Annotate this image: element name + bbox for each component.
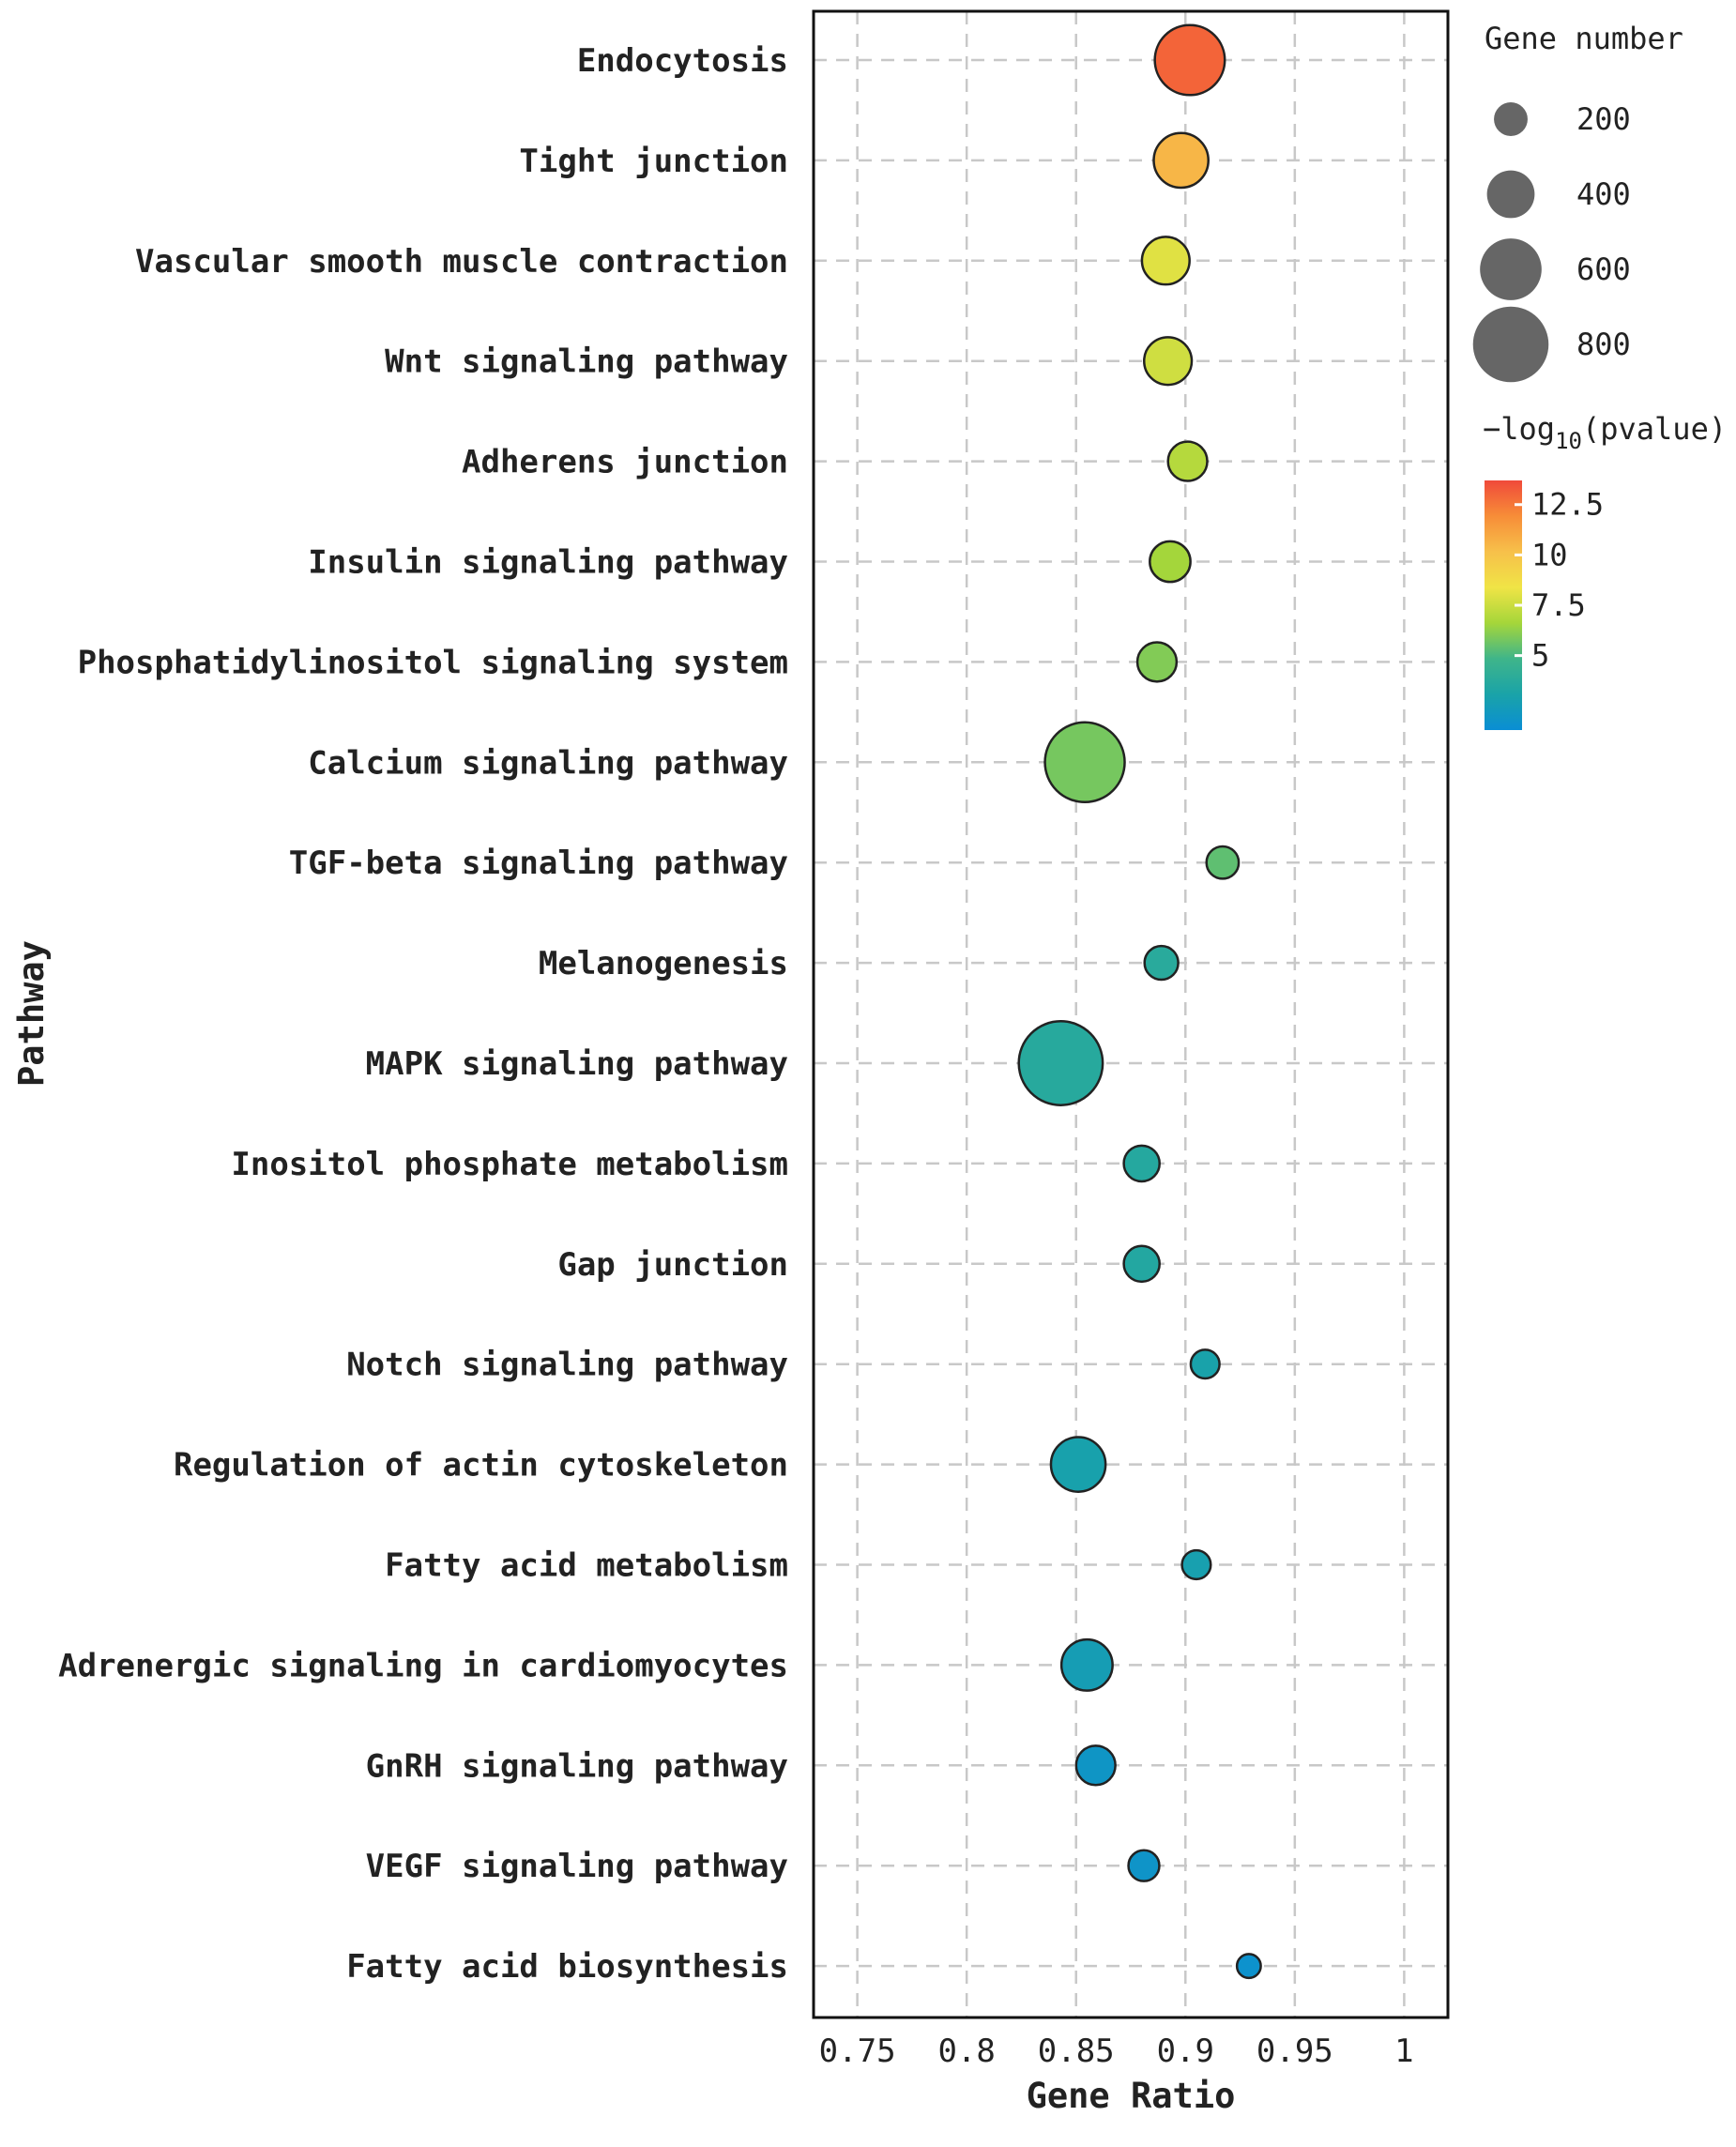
colorbar-tick-label: 5	[1531, 638, 1549, 674]
category-label: VEGF signaling pathway	[366, 1848, 788, 1885]
x-axis-title: Gene Ratio	[1027, 2076, 1236, 2116]
x-tick-label: 0.9	[1157, 2033, 1214, 2070]
data-point	[1180, 1548, 1212, 1581]
category-label: GnRH signaling pathway	[366, 1747, 788, 1785]
size-legend-title: Gene number	[1485, 21, 1683, 56]
data-point	[1059, 1637, 1114, 1692]
size-legend-label: 800	[1576, 327, 1631, 362]
size-legend-label: 600	[1576, 251, 1631, 287]
category-label: Calcium signaling pathway	[308, 744, 788, 782]
size-legend-label: 400	[1576, 176, 1631, 212]
category-label: Melanogenesis	[539, 945, 788, 982]
category-label: TGF-beta signaling pathway	[289, 845, 788, 882]
category-label: Wnt signaling pathway	[385, 343, 788, 381]
size-legend: Gene number 200 400 600 800	[1472, 21, 1683, 383]
data-point	[1122, 1144, 1161, 1183]
colorbar-tick-label: 12.5	[1531, 487, 1604, 523]
category-label: Tight junction	[519, 143, 788, 180]
colorbar-tick-label: 7.5	[1531, 587, 1586, 623]
data-point	[1074, 1744, 1117, 1787]
data-point	[1140, 236, 1191, 286]
data-point	[1189, 1348, 1221, 1380]
category-label: Phosphatidylinositol signaling system	[78, 644, 788, 681]
data-point	[1049, 1436, 1107, 1493]
category-label: Endocytosis	[577, 42, 788, 80]
bubble-layer	[1017, 23, 1262, 1980]
size-legend-marker	[1494, 102, 1528, 136]
category-label: Notch signaling pathway	[346, 1347, 788, 1384]
data-point	[1152, 131, 1210, 190]
category-label: Inositol phosphate metabolism	[231, 1146, 788, 1183]
category-label: Adrenergic signaling in cardiomyocytes	[58, 1647, 788, 1684]
category-label: Adherens junction	[462, 444, 788, 481]
data-point	[1205, 845, 1241, 880]
color-legend-title-prefix: −log	[1483, 411, 1555, 447]
data-point	[1142, 336, 1194, 387]
x-tick-label: 0.75	[819, 2033, 896, 2070]
data-point	[1043, 721, 1126, 804]
grid-lines	[814, 11, 1448, 2018]
data-point	[1017, 1020, 1104, 1106]
color-legend-title-suffix: (pvalue)	[1582, 411, 1727, 447]
data-point	[1153, 23, 1226, 97]
color-legend-title: −log10(pvalue)	[1483, 411, 1727, 454]
data-point	[1235, 1953, 1262, 1980]
size-legend-marker	[1480, 238, 1542, 300]
plot-frame	[812, 9, 1450, 2019]
size-legend-label: 200	[1576, 101, 1631, 137]
x-tick-label: 1	[1394, 2033, 1413, 2070]
x-tick-label: 0.85	[1038, 2033, 1115, 2070]
data-point	[1127, 1849, 1161, 1882]
data-point	[1166, 440, 1209, 482]
category-labels: Endocytosis Tight junction Vascular smooth…	[58, 42, 788, 1986]
category-label: Vascular smooth muscle contraction	[135, 243, 788, 281]
category-label: Regulation of actin cytoskeleton	[174, 1447, 788, 1485]
color-legend-title-subscript: 10	[1555, 428, 1582, 454]
size-legend-marker	[1472, 306, 1549, 383]
size-legend-marker	[1486, 170, 1535, 219]
x-tick-labels: 0.75 0.8 0.85 0.9 0.95 1	[819, 2033, 1414, 2070]
category-label: Fatty acid metabolism	[385, 1547, 788, 1585]
category-label: MAPK signaling pathway	[366, 1045, 788, 1083]
y-axis-title: Pathway	[11, 940, 52, 1087]
category-label: Fatty acid biosynthesis	[346, 1948, 788, 1986]
data-point	[1122, 1244, 1161, 1284]
category-label: Insulin signaling pathway	[308, 544, 788, 582]
x-tick-label: 0.95	[1256, 2033, 1333, 2070]
colorbar-tick-label: 10	[1531, 537, 1568, 572]
category-label: Gap junction	[557, 1246, 788, 1284]
data-point	[1143, 944, 1180, 982]
data-point	[1135, 641, 1179, 683]
x-tick-label: 0.8	[937, 2033, 995, 2070]
data-point	[1149, 540, 1192, 584]
